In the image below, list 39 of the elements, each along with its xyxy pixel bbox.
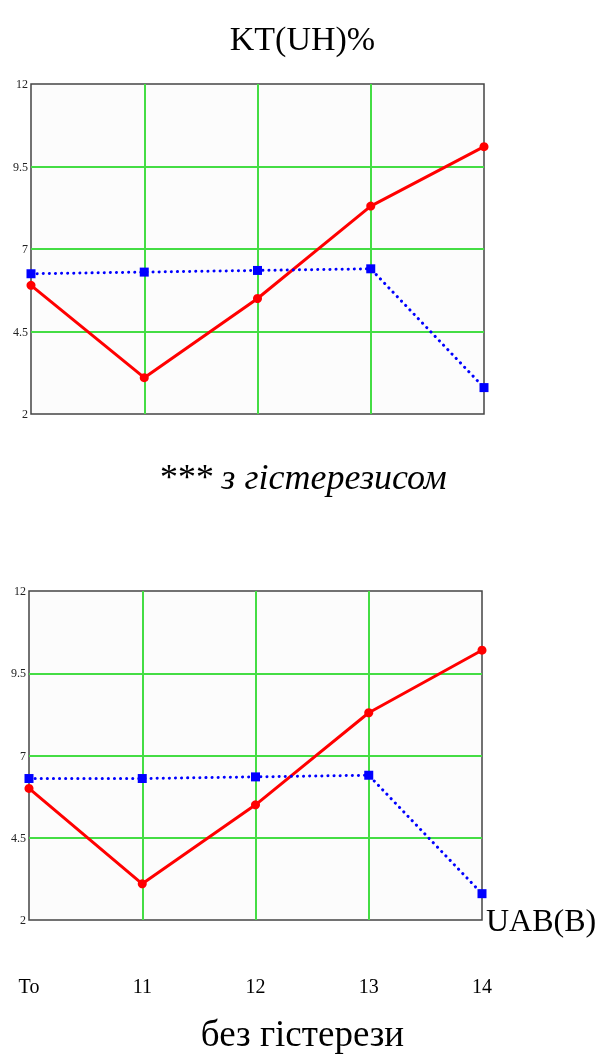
point <box>24 774 34 784</box>
x-tick-label: 11 <box>132 975 152 997</box>
point <box>366 264 376 274</box>
x-tick-label: To <box>18 975 40 997</box>
point <box>364 770 374 780</box>
point <box>139 373 149 383</box>
y-tick-label: 4.5 <box>13 324 28 339</box>
point <box>137 879 147 889</box>
y-tick-label: 12 <box>16 77 28 91</box>
point <box>24 783 34 793</box>
y-tick-label: 12 <box>14 584 26 598</box>
y-tick-label: 7 <box>20 748 26 763</box>
text: без гістерези <box>199 1012 406 1056</box>
x-tick-label: 13 <box>358 975 379 997</box>
point <box>477 889 487 899</box>
y-tick-label: 4.5 <box>11 830 26 845</box>
point <box>139 267 149 277</box>
x-tick-label: 14 <box>472 975 492 997</box>
point <box>477 645 487 655</box>
point <box>26 269 36 279</box>
point <box>479 383 489 393</box>
y-tick-label: 9.5 <box>13 159 28 174</box>
y-tick-label: 9.5 <box>11 666 26 681</box>
point <box>251 800 260 810</box>
point <box>251 772 260 782</box>
point <box>364 708 374 718</box>
point <box>137 774 147 784</box>
text: *** з гістерезисом <box>157 456 448 499</box>
point <box>253 294 262 303</box>
y-tick-label: 2 <box>20 913 26 927</box>
point <box>366 201 376 211</box>
point <box>253 265 262 275</box>
point <box>26 280 36 290</box>
chart-title: KT(UH)% <box>229 19 376 58</box>
x-axis-title: UAB(B) <box>486 902 597 938</box>
y-tick-label: 7 <box>22 242 28 256</box>
y-tick-label: 2 <box>22 407 28 421</box>
x-tick-label: 12 <box>245 975 266 997</box>
point <box>479 142 489 152</box>
